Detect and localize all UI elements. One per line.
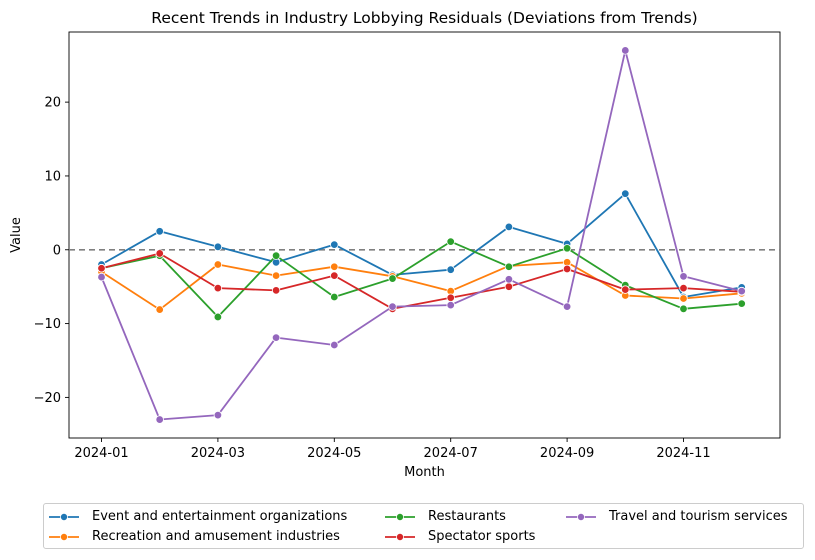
legend-swatch-event-entertainment: [49, 513, 79, 521]
data-point: [271, 333, 281, 342]
data-point: [330, 340, 339, 350]
data-point: [213, 242, 223, 252]
series-line: [100, 49, 742, 421]
data-point: [621, 46, 630, 55]
series-line: [101, 252, 742, 310]
x-axis-label: Month: [404, 465, 445, 480]
data-point: [504, 282, 514, 291]
y-tick-label: 10: [44, 169, 61, 184]
legend-swatch-recreation-amusement: [49, 533, 79, 541]
y-tick-label: 0: [53, 243, 61, 258]
data-point: [562, 302, 572, 311]
data-point: [504, 262, 514, 271]
data-point: [446, 300, 455, 310]
data-point: [213, 312, 223, 322]
x-tick-label: 2024-03: [191, 446, 245, 461]
data-point: [504, 222, 514, 232]
data-point: [562, 244, 572, 253]
data-point: [679, 294, 688, 303]
y-axis: −20 −10 0 10 20: [34, 96, 69, 406]
data-point: [679, 283, 688, 293]
plot-area: [68, 31, 781, 439]
data-point: [446, 293, 455, 302]
legend-label-restaurants: Restaurants: [428, 509, 506, 524]
data-point: [330, 271, 339, 280]
data-point: [213, 260, 223, 269]
data-point: [679, 304, 688, 314]
data-point: [271, 271, 281, 280]
chart-title: Recent Trends in Industry Lobbying Resid…: [151, 9, 697, 27]
legend-label-spectator-sports: Spectator sports: [428, 529, 536, 544]
x-tick-label: 2024-07: [424, 446, 478, 461]
data-point: [621, 285, 630, 294]
legend-label-event-entertainment: Event and entertainment organizations: [92, 509, 348, 524]
series-layer: [97, 46, 746, 424]
series-line: [101, 261, 742, 311]
x-tick-label: 2024-11: [656, 446, 710, 461]
legend-swatch-restaurants: [385, 513, 415, 521]
data-point: [737, 286, 746, 296]
data-point: [271, 251, 281, 260]
x-tick-label: 2024-05: [307, 446, 361, 461]
x-tick-label: 2024-09: [540, 446, 594, 461]
data-point: [155, 305, 164, 314]
x-tick-label: 2024-01: [74, 446, 128, 461]
data-point: [562, 264, 572, 274]
legend: Event and entertainment organizations Re…: [43, 503, 804, 549]
data-point: [97, 272, 106, 282]
data-point: [271, 286, 281, 295]
data-point: [330, 240, 339, 249]
y-tick-label: −20: [34, 391, 61, 406]
y-tick-label: 20: [44, 96, 61, 111]
series-4: [97, 46, 746, 424]
data-point: [737, 299, 746, 308]
x-axis: 2024-01 2024-03 2024-05 2024-07 2024-09 2024-…: [74, 438, 711, 461]
legend-label-travel-tourism: Travel and tourism services: [609, 509, 788, 524]
legend-swatch-spectator-sports: [385, 533, 415, 541]
data-point: [330, 292, 339, 302]
data-point: [97, 264, 106, 273]
y-axis-label: Value: [9, 217, 24, 253]
series-line: [101, 192, 742, 298]
data-point: [213, 410, 223, 420]
data-point: [388, 274, 397, 283]
data-point: [679, 272, 688, 281]
data-point: [446, 265, 455, 274]
y-tick-label: −10: [34, 317, 61, 332]
data-point: [330, 262, 339, 271]
data-point: [446, 237, 455, 246]
legend-swatch-travel-tourism: [566, 513, 596, 521]
data-point: [213, 283, 223, 293]
data-point: [621, 189, 630, 198]
data-point: [155, 249, 164, 258]
data-point: [155, 415, 164, 424]
data-point: [155, 227, 164, 236]
data-point: [388, 302, 397, 311]
legend-label-recreation-amusement: Recreation and amusement industries: [92, 529, 340, 544]
data-point: [504, 275, 514, 284]
